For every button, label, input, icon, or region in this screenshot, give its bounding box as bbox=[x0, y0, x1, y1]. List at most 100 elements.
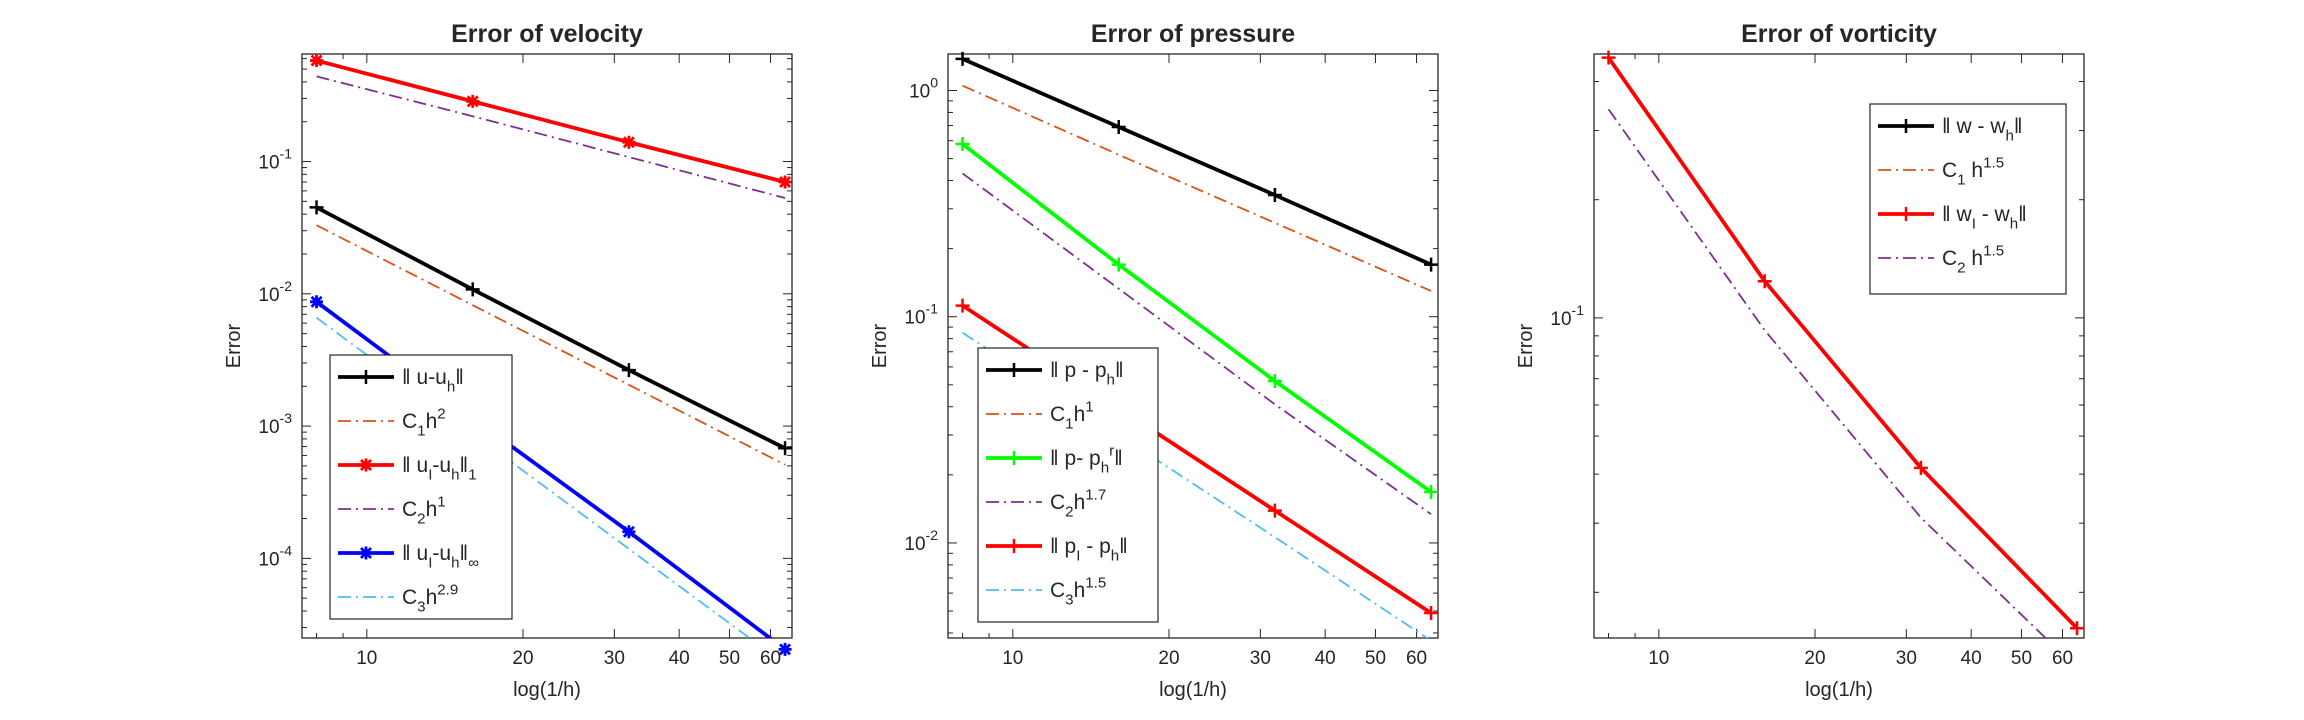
data-point bbox=[1267, 503, 1282, 518]
x-tick-label: 60 bbox=[1406, 648, 1427, 669]
data-point bbox=[955, 137, 970, 152]
legend-box bbox=[1869, 103, 2067, 295]
x-tick-label: 10 bbox=[1648, 648, 1669, 669]
legend-label: ‖ p- phr‖ bbox=[1050, 443, 1123, 477]
data-point bbox=[466, 94, 480, 108]
series-line-4 bbox=[1607, 108, 2047, 638]
series-line-6 bbox=[316, 316, 751, 638]
data-point bbox=[2070, 621, 2085, 636]
x-tick-label: 30 bbox=[604, 648, 625, 669]
x-tick-label: 30 bbox=[1896, 648, 1917, 669]
plot-lines bbox=[1606, 56, 2079, 638]
legend-label: ‖ wI - wh‖ bbox=[1942, 203, 2027, 232]
data-point bbox=[621, 363, 636, 378]
y-tick-label: 100 bbox=[909, 75, 938, 103]
x-tick-label: 60 bbox=[760, 648, 781, 669]
data-point bbox=[1424, 257, 1439, 272]
data-point bbox=[778, 441, 793, 456]
x-tick-label: 50 bbox=[719, 648, 740, 669]
data-point bbox=[955, 51, 970, 66]
series-line-3 bbox=[316, 58, 786, 184]
x-tick-label: 50 bbox=[2011, 648, 2032, 669]
legend-label: ‖ p - ph‖ bbox=[1050, 359, 1124, 388]
legend-label: C2h1.7 bbox=[1050, 487, 1106, 521]
x-tick-label: 20 bbox=[1158, 648, 1179, 669]
data-point bbox=[1424, 606, 1439, 621]
y-axis-label: Error bbox=[1515, 323, 1537, 368]
y-tick-label: 10-1 bbox=[904, 301, 938, 329]
series-line-4 bbox=[316, 75, 786, 199]
data-point bbox=[309, 200, 324, 215]
legend: ‖ w - wh‖ C1 h1.5 ‖ wI - wh‖ C2 h1.5 bbox=[1869, 103, 2067, 295]
legend-marker bbox=[359, 546, 373, 560]
legend-box bbox=[977, 347, 1159, 623]
chart-1: Error of velocity 10 20 30 40 50 60 10-4 10-3 10-… bbox=[223, 20, 793, 701]
series-line-2 bbox=[316, 224, 786, 466]
data-point bbox=[1757, 274, 1772, 289]
data-point bbox=[1913, 460, 1928, 475]
series-line-3 bbox=[1606, 56, 2079, 630]
y-axis-label: Error bbox=[223, 323, 245, 368]
x-axis-label: log(1/h) bbox=[1159, 679, 1227, 701]
x-tick-label: 50 bbox=[1365, 648, 1386, 669]
x-tick-label: 10 bbox=[356, 648, 377, 669]
legend-marker bbox=[1899, 207, 1913, 221]
x-tick-label: 40 bbox=[1315, 648, 1336, 669]
series-line-2 bbox=[962, 84, 1432, 292]
legend-label: ‖ uI-uh‖1 bbox=[402, 454, 477, 483]
y-axis-label: Error bbox=[869, 323, 891, 368]
chart-title: Error of vorticity bbox=[1741, 20, 1937, 48]
legend-label: ‖ w - wh‖ bbox=[1942, 115, 2023, 144]
y-tick-label: 10-4 bbox=[258, 542, 292, 570]
legend-label: ‖ uI-uh‖∞ bbox=[402, 542, 479, 571]
x-tick-label: 20 bbox=[1804, 648, 1825, 669]
legend-marker bbox=[1899, 119, 1913, 133]
data-point bbox=[310, 54, 324, 68]
x-tick-label: 20 bbox=[512, 648, 533, 669]
y-tick-label: 10-1 bbox=[1550, 302, 1584, 330]
data-point bbox=[1111, 257, 1126, 272]
legend-label: ‖ u-uh‖ bbox=[402, 366, 464, 395]
legend-label: C1h1 bbox=[1050, 399, 1094, 433]
legend-label: C2h1 bbox=[402, 494, 446, 528]
chart-3: Error of vorticity 10 20 30 40 50 60 10-1 log(1/… bbox=[1515, 20, 2085, 701]
chart-title: Error of velocity bbox=[451, 20, 643, 48]
legend-marker bbox=[1007, 539, 1021, 553]
data-point bbox=[1111, 119, 1126, 134]
data-point bbox=[1267, 188, 1282, 203]
data-point bbox=[465, 282, 480, 297]
legend-marker bbox=[359, 370, 373, 384]
data-point bbox=[955, 298, 970, 313]
series-line-3 bbox=[961, 142, 1433, 494]
legend-marker bbox=[359, 458, 373, 472]
y-tick-label: 10-2 bbox=[258, 278, 292, 306]
data-point bbox=[1601, 50, 1616, 65]
chart-2: Error of pressure 10 20 30 40 50 60 10-2 10-1 100… bbox=[869, 20, 1439, 701]
y-tick-label: 10-3 bbox=[258, 410, 292, 438]
data-point bbox=[1424, 484, 1439, 499]
x-axis-label: log(1/h) bbox=[513, 679, 581, 701]
series-line-1 bbox=[315, 205, 786, 450]
legend-label: ‖ pI - ph‖ bbox=[1050, 535, 1128, 564]
data-point bbox=[778, 175, 792, 189]
x-axis-label: log(1/h) bbox=[1805, 679, 1873, 701]
legend-label: C1 h1.5 bbox=[1942, 155, 2004, 189]
data-point bbox=[622, 525, 636, 539]
legend-label: C2 h1.5 bbox=[1942, 243, 2004, 277]
x-tick-label: 40 bbox=[1961, 648, 1982, 669]
data-point bbox=[622, 135, 636, 149]
x-tick-label: 60 bbox=[2052, 648, 2073, 669]
series-line-4 bbox=[962, 172, 1432, 515]
legend-label: C3h2.9 bbox=[402, 582, 458, 616]
series-line-1 bbox=[961, 57, 1432, 267]
data-point bbox=[310, 295, 324, 309]
legend-box bbox=[329, 354, 513, 620]
legend-marker bbox=[1007, 363, 1021, 377]
y-tick-label: 10-2 bbox=[904, 527, 938, 555]
legend-label: C3h1.5 bbox=[1050, 575, 1106, 609]
x-tick-label: 10 bbox=[1002, 648, 1023, 669]
x-tick-label: 40 bbox=[669, 648, 690, 669]
data-point bbox=[1267, 373, 1282, 388]
y-tick-label: 10-1 bbox=[258, 146, 292, 174]
